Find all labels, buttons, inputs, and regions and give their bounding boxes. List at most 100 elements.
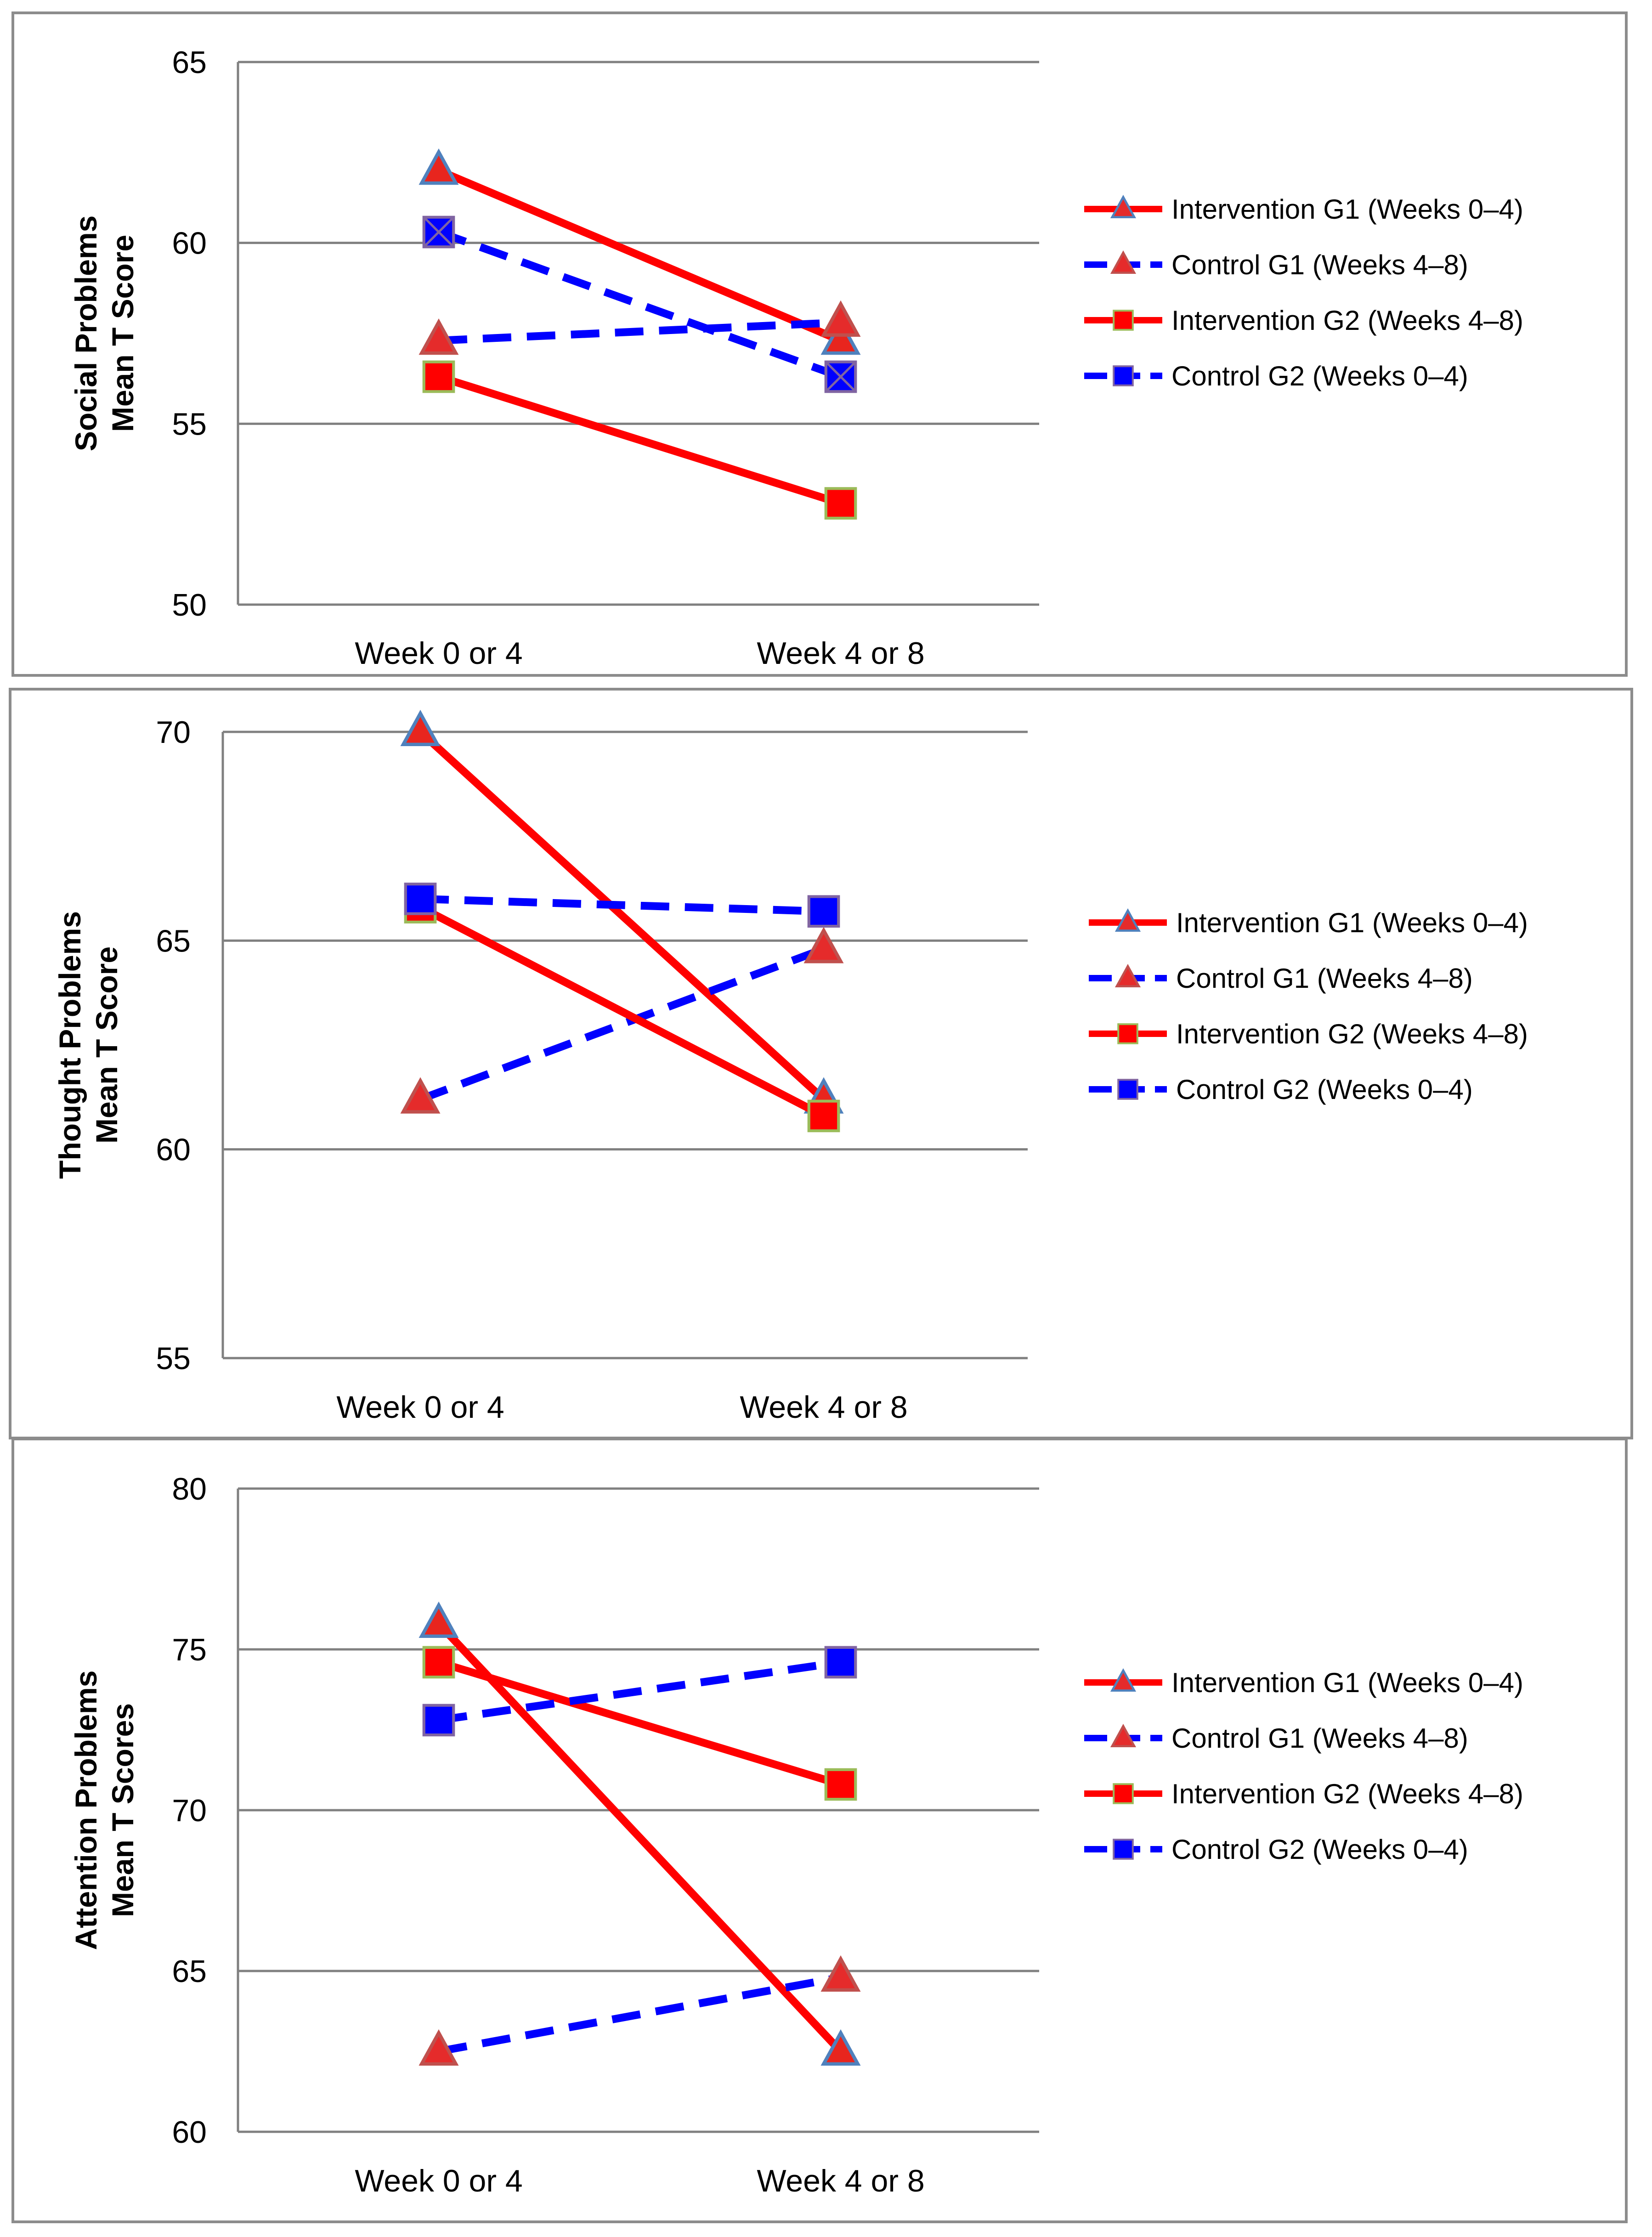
x-tick-label: Week 0 or 4 — [336, 1390, 504, 1425]
y-tick-label: 65 — [172, 45, 207, 80]
legend-swatch-marker — [1113, 310, 1134, 331]
x-tick-label: Week 4 or 8 — [740, 1390, 907, 1425]
y-tick-label: 50 — [172, 588, 207, 623]
series-line — [420, 895, 824, 916]
y-tick-label: 65 — [156, 923, 191, 958]
legend-swatch-marker — [1110, 1723, 1137, 1748]
legend-entry-2: Control G1 (Weeks 4–8) — [1089, 963, 1473, 994]
legend-swatch-marker — [1115, 908, 1141, 932]
legend-entry-3: Intervention G2 (Weeks 4–8) — [1084, 305, 1523, 336]
data-point-marker — [400, 709, 441, 747]
legend-label: Control G2 (Weeks 0–4) — [1176, 1074, 1473, 1105]
y-axis-label-line2: Mean T Score — [90, 946, 124, 1144]
data-point-marker — [820, 2029, 861, 2066]
data-point-marker — [820, 300, 861, 337]
data-point-marker — [820, 318, 861, 355]
y-tick-label: 55 — [172, 407, 207, 442]
data-point-marker — [824, 487, 857, 520]
y-tick-label: 70 — [172, 1793, 207, 1828]
data-point-marker — [820, 1955, 861, 1992]
legend-label: Control G2 (Weeks 0–4) — [1171, 1834, 1468, 1865]
data-point-marker — [807, 1099, 840, 1133]
data-point-marker — [422, 360, 455, 393]
legend-swatch-marker — [1113, 365, 1134, 386]
y-axis-label-line2: Mean T Scores — [106, 1703, 140, 1917]
legend-entry-1: Intervention G1 (Weeks 0–4) — [1084, 194, 1523, 225]
legend-label: Intervention G2 (Weeks 4–8) — [1176, 1019, 1528, 1049]
legend-label: Intervention G1 (Weeks 0–4) — [1171, 194, 1523, 225]
panel-frame — [9, 688, 1633, 1439]
chart-panel-1: 50 55 60 65 Week 0 or 4 Week 4 or 8 Social Pro… — [11, 11, 1628, 677]
legend-label: Control G1 (Weeks 4–8) — [1176, 963, 1473, 994]
series-4 — [404, 883, 840, 928]
series-2 — [419, 1955, 861, 2066]
x-tick-label: Week 4 or 8 — [757, 2163, 924, 2198]
x-tick-label: Week 0 or 4 — [355, 2163, 522, 2198]
y-tick-label: 70 — [156, 715, 191, 750]
series-2 — [419, 300, 861, 355]
series-line — [438, 318, 841, 345]
data-point-marker — [419, 2029, 459, 2066]
data-point-marker — [422, 1646, 455, 1679]
x-tick-label: Week 0 or 4 — [355, 636, 522, 671]
data-point-marker — [400, 1077, 441, 1114]
series-line — [418, 729, 826, 1102]
series-1 — [419, 1601, 861, 2066]
legend-swatch-marker — [1110, 194, 1137, 219]
series-4 — [422, 1646, 857, 1737]
y-axis-label-line1: Social Problems — [69, 215, 103, 452]
legend-entry-2: Control G1 (Weeks 4–8) — [1084, 1723, 1468, 1754]
data-point-marker-x2 — [825, 361, 856, 392]
series-line — [437, 228, 842, 380]
series-line — [438, 1658, 842, 1724]
y-axis-label-line1: Thought Problems — [53, 911, 87, 1179]
legend-entry-4: Control G2 (Weeks 0–4) — [1084, 1834, 1468, 1865]
legend-entry-4: Control G2 (Weeks 0–4) — [1089, 1074, 1473, 1105]
legend-swatch-marker — [1117, 1079, 1138, 1100]
y-tick-label: 60 — [172, 2115, 207, 2150]
chart-panel-2: 55 60 65 70 Week 0 or 4 Week 4 or 8 Thought Pr… — [9, 688, 1633, 1439]
legend-entry-3: Intervention G2 (Weeks 4–8) — [1089, 1019, 1528, 1049]
data-point-marker-x2 — [423, 216, 454, 248]
legend-entry-1: Intervention G1 (Weeks 0–4) — [1089, 907, 1528, 938]
series-line — [438, 1973, 842, 2056]
series-3 — [422, 1646, 857, 1801]
series-2 — [400, 927, 844, 1114]
legend-swatch-marker — [1117, 1023, 1138, 1044]
data-point-marker — [404, 883, 437, 915]
data-point-marker — [422, 1704, 455, 1737]
legend-label: Intervention G2 (Weeks 4–8) — [1171, 305, 1523, 336]
legend-swatch-marker — [1110, 1668, 1137, 1692]
y-tick-label: 60 — [172, 226, 207, 261]
data-point-marker — [419, 1601, 459, 1638]
y-axis-label-line1: Attention Problems — [69, 1671, 103, 1950]
y-tick-label: 65 — [172, 1954, 207, 1989]
legend-entry-4: Control G2 (Weeks 0–4) — [1084, 361, 1468, 391]
legend-entry-1: Intervention G1 (Weeks 0–4) — [1084, 1667, 1523, 1698]
legend-label: Intervention G1 (Weeks 0–4) — [1176, 907, 1528, 938]
series-line — [419, 945, 825, 1103]
legend-label: Control G1 (Weeks 4–8) — [1171, 249, 1468, 280]
data-point-marker — [419, 148, 459, 185]
data-point-marker — [807, 895, 840, 928]
x-tick-label: Week 4 or 8 — [757, 636, 924, 671]
series-line — [437, 1658, 842, 1789]
data-point-marker — [803, 927, 844, 963]
legend-swatch-marker — [1113, 1783, 1134, 1804]
y-axis-label-line2: Mean T Score — [106, 235, 140, 432]
y-tick-label: 75 — [172, 1632, 207, 1667]
series-3 — [422, 360, 857, 520]
y-tick-label: 80 — [172, 1472, 207, 1506]
chart-panel-3: 60 65 70 75 80 Week 0 or 4 Week 4 or 8 Attentio… — [11, 1438, 1628, 2223]
data-point-marker — [824, 1768, 857, 1801]
legend-label: Intervention G2 (Weeks 4–8) — [1171, 1778, 1523, 1809]
legend-entry-3: Intervention G2 (Weeks 4–8) — [1084, 1778, 1523, 1809]
data-point-marker — [824, 1646, 857, 1679]
legend-entry-2: Control G1 (Weeks 4–8) — [1084, 249, 1468, 280]
y-tick-label: 55 — [156, 1341, 191, 1376]
legend-swatch-marker — [1110, 250, 1137, 274]
y-tick-label: 60 — [156, 1133, 191, 1167]
series-4 — [422, 215, 857, 393]
